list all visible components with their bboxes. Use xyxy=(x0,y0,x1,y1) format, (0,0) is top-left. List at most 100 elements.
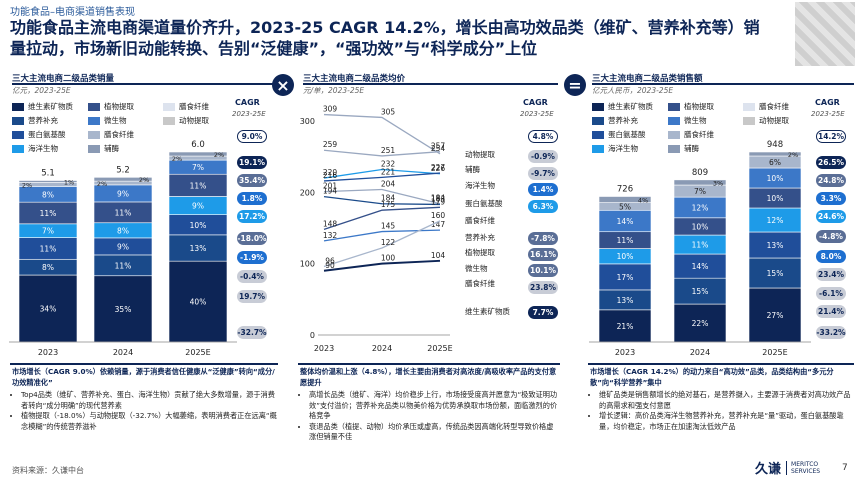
left-panel-subtitle: 亿元，2023-25E xyxy=(12,86,71,95)
left-segment-label: 2% xyxy=(172,155,182,163)
middle-series-name: 植物提取 xyxy=(465,247,495,257)
right-segment-label: 12% xyxy=(767,216,784,225)
legend-label: 海洋生物 xyxy=(608,144,638,153)
right-segment-label: 22% xyxy=(692,319,709,328)
middle-series-name: 膳食纤维 xyxy=(465,278,495,288)
legend-swatch xyxy=(88,144,100,153)
legend-label: 膳食纤维 xyxy=(104,130,134,139)
left-segment-label: 11% xyxy=(40,209,57,218)
legend-swatch xyxy=(163,102,175,111)
middle-point-label: 259 xyxy=(323,140,338,149)
middle-cagr-pill: 6.3% xyxy=(528,200,558,213)
right-segment-label: 2% xyxy=(788,151,798,159)
middle-notes-bullet: 衰退品类（植提、动物）均价承压或虚高，传统品类因高端化转型导致价格虚涨但销量不佳 xyxy=(309,422,560,443)
left-segment-label: 10% xyxy=(190,221,207,230)
right-segment-label: 13% xyxy=(767,241,784,250)
right-segment-label: 3% xyxy=(713,179,723,187)
right-category-label: 2025E xyxy=(762,348,787,357)
right-segment-label: 15% xyxy=(767,269,784,278)
left-bar-segment xyxy=(18,274,78,343)
legend-item: 辅酶 xyxy=(88,143,119,154)
left-segment-label: 7% xyxy=(192,163,204,172)
middle-notes-heading: 整体均价温和上涨（4.8%），增长主要由消费者对高浓度/高吸收率产品的支付意愿提… xyxy=(300,367,557,387)
legend-swatch xyxy=(668,102,680,111)
right-segment-label: 10% xyxy=(767,174,784,183)
right-segment-label: 6% xyxy=(769,158,781,167)
left-segment-label: 8% xyxy=(117,226,129,235)
left-bar-segment xyxy=(18,180,78,183)
brand-cn: 久谦 xyxy=(755,462,782,477)
left-segment-label: 11% xyxy=(115,208,132,217)
middle-cagr-pill: 23.8% xyxy=(528,281,558,294)
right-segment-label: 17% xyxy=(617,273,634,282)
legend-swatch xyxy=(12,116,24,125)
right-notes-divider xyxy=(588,363,854,365)
right-cagr-pill: 21.4% xyxy=(816,305,846,318)
legend-label: 营养补充 xyxy=(608,116,638,125)
middle-cagr-pill: 7.7% xyxy=(528,306,558,319)
left-cagr-pill: -32.7% xyxy=(237,326,267,339)
legend-item: 蛋白氨基酸 xyxy=(592,129,646,140)
right-cagr-header: CAGR xyxy=(815,98,840,107)
left-category-label: 2023 xyxy=(38,348,58,357)
right-cagr-pill: 23.4% xyxy=(816,268,846,281)
right-segment-label: 10% xyxy=(767,194,784,203)
left-cagr-period: 2023-25E xyxy=(232,110,266,118)
legend-swatch xyxy=(88,102,100,111)
right-segment-label: 14% xyxy=(692,262,709,271)
legend-label: 海洋生物 xyxy=(28,144,58,153)
middle-cagr-pill: 16.1% xyxy=(528,248,558,261)
middle-point-label: 257 xyxy=(431,142,446,151)
legend-swatch xyxy=(592,144,604,153)
legend-item: 膳食纤维 xyxy=(163,101,209,112)
left-segment-label: 11% xyxy=(190,181,207,190)
middle-point-label: 220 xyxy=(323,168,338,177)
right-category-label: 2023 xyxy=(615,348,635,357)
left-bar-segment xyxy=(168,234,228,262)
middle-series-name: 维生素矿物质 xyxy=(465,306,510,316)
legend-label: 辅酶 xyxy=(104,144,119,153)
meritco-logo: 久谦 MERITCO SERVICES xyxy=(755,458,820,477)
middle-cagr-pill: -9.7% xyxy=(528,167,558,180)
legend-label: 动物提取 xyxy=(759,116,789,125)
middle-cagr-pill: -0.9% xyxy=(528,150,558,163)
middle-notes-divider xyxy=(298,363,560,365)
left-notes: 市场增长（CAGR 9.0%）依赖销量，源于消费者信任健康从“泛健康”转向“成分… xyxy=(12,367,278,432)
middle-point-label: 160 xyxy=(431,211,446,220)
right-notes-bullet: 维矿品类是销售额增长的绝对基石，是营养摄入，主要源于消费者对高功效产品的高需求和… xyxy=(599,390,854,411)
right-bar-segment xyxy=(598,309,652,343)
legend-item: 营养补充 xyxy=(592,115,638,126)
legend-label: 微生物 xyxy=(104,116,127,125)
left-total-label: 5.2 xyxy=(116,165,130,175)
legend-swatch xyxy=(592,116,604,125)
left-cagr-pill: 35.4% xyxy=(237,174,267,187)
middle-series-name: 膳食纤维 xyxy=(465,215,495,225)
left-segment-label: 11% xyxy=(40,244,57,253)
middle-point-label: 96 xyxy=(325,257,335,266)
left-segment-label: 9% xyxy=(192,202,204,211)
legend-item: 膳食纤维 xyxy=(668,129,714,140)
middle-point-label: 251 xyxy=(381,146,396,155)
left-notes-bullet: Top4品类（维矿、营养补充、蛋白、海洋生物）贡献了绝大多数增量，源于消费者转向… xyxy=(21,390,278,411)
middle-series-line xyxy=(323,259,441,272)
left-notes-heading: 市场增长（CAGR 9.0%）依赖销量，源于消费者信任健康从“泛健康”转向“成分… xyxy=(12,367,275,387)
left-segment-label: 1% xyxy=(64,178,74,186)
middle-point-label: 254 xyxy=(431,144,446,153)
right-notes-heading: 市场增长（CAGR 14.2%）的动力来自“高功效”品类，品类结构由“多元分散”… xyxy=(590,367,834,387)
middle-point-label: 184 xyxy=(381,194,396,203)
right-segment-label: 27% xyxy=(767,311,784,320)
middle-point-label: 148 xyxy=(323,219,338,228)
right-cagr-pill: 24.6% xyxy=(816,210,846,223)
page-title: 功能食品主流电商渠道量价齐升，2023-25 CAGR 14.2%，增长由高功效… xyxy=(10,18,760,58)
left-segment-label: 8% xyxy=(42,190,54,199)
right-cagr-pill: 24.8% xyxy=(816,174,846,187)
left-cagr-total-pill: 9.0% xyxy=(237,130,267,143)
legend-label: 维生素矿物质 xyxy=(28,102,73,111)
legend-label: 植物提取 xyxy=(684,102,714,111)
legend-swatch xyxy=(668,130,680,139)
legend-label: 动物提取 xyxy=(179,116,209,125)
left-cagr-pill: -0.4% xyxy=(237,270,267,283)
right-segment-label: 5% xyxy=(619,202,631,211)
legend-item: 维生素矿物质 xyxy=(592,101,653,112)
blurred-logo-image xyxy=(795,2,855,66)
